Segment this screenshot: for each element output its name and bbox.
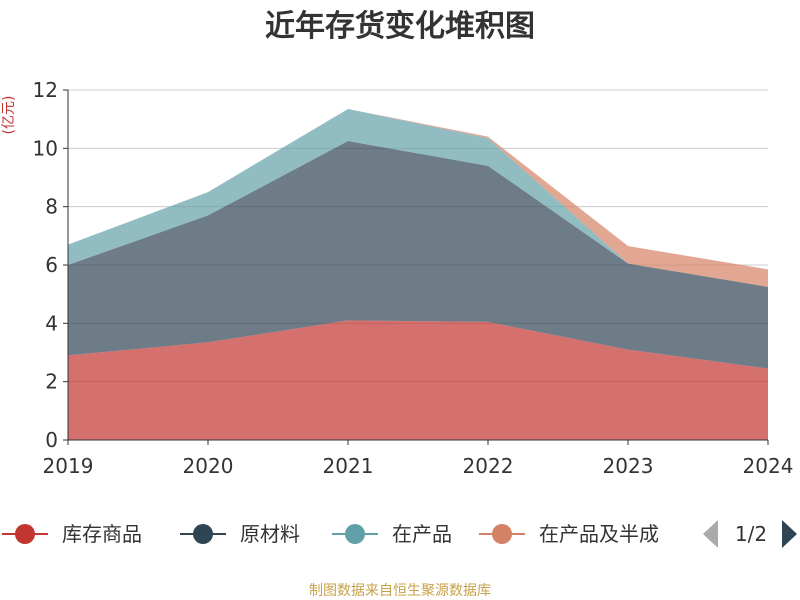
- x-tick-label: 2021: [323, 454, 374, 478]
- legend-item-label: 库存商品: [62, 522, 142, 546]
- data-source-note: 制图数据来自恒生聚源数据库: [309, 583, 491, 599]
- axes: 0 2 4 6 8 10 12 2019 2020 2021 2022 2023 2024: [33, 78, 794, 478]
- x-tick-label: 2019: [43, 454, 94, 478]
- y-tick-label: 2: [45, 370, 58, 394]
- legend-marker: [492, 524, 512, 544]
- x-tick-label: 2020: [183, 454, 234, 478]
- area-series-4: [68, 108, 768, 287]
- area-series-2: [68, 141, 768, 369]
- x-tick-label: 2022: [463, 454, 514, 478]
- area-series-1: [68, 320, 768, 440]
- legend-prev-page-icon: [703, 520, 718, 548]
- legend-page-indicator: 1/2: [735, 522, 767, 546]
- legend-item-label: 在产品: [392, 522, 452, 546]
- legend-marker: [193, 524, 213, 544]
- legend-marker: [345, 524, 365, 544]
- area-series: [68, 108, 768, 440]
- y-tick-label: 0: [45, 428, 58, 452]
- legend-marker: [15, 524, 35, 544]
- y-tick-label: 10: [33, 136, 58, 160]
- legend-next-page-icon: [782, 520, 797, 548]
- legend-item-label: 在产品及半成: [539, 522, 659, 546]
- y-tick-label: 12: [33, 78, 58, 102]
- x-tick-label: 2023: [603, 454, 654, 478]
- y-tick-label: 8: [45, 195, 58, 219]
- y-tick-label: 6: [45, 253, 58, 277]
- y-tick-label: 4: [45, 311, 58, 335]
- legend-item-label: 原材料: [240, 522, 300, 546]
- y-axis-unit-label: (亿元): [1, 96, 17, 135]
- x-tick-label: 2024: [743, 454, 794, 478]
- chart-title: 近年存货变化堆积图: [265, 9, 535, 44]
- area-series-3: [68, 108, 768, 287]
- legend: 库存商品 原材料 在产品 在产品及半成 1/2: [2, 520, 797, 548]
